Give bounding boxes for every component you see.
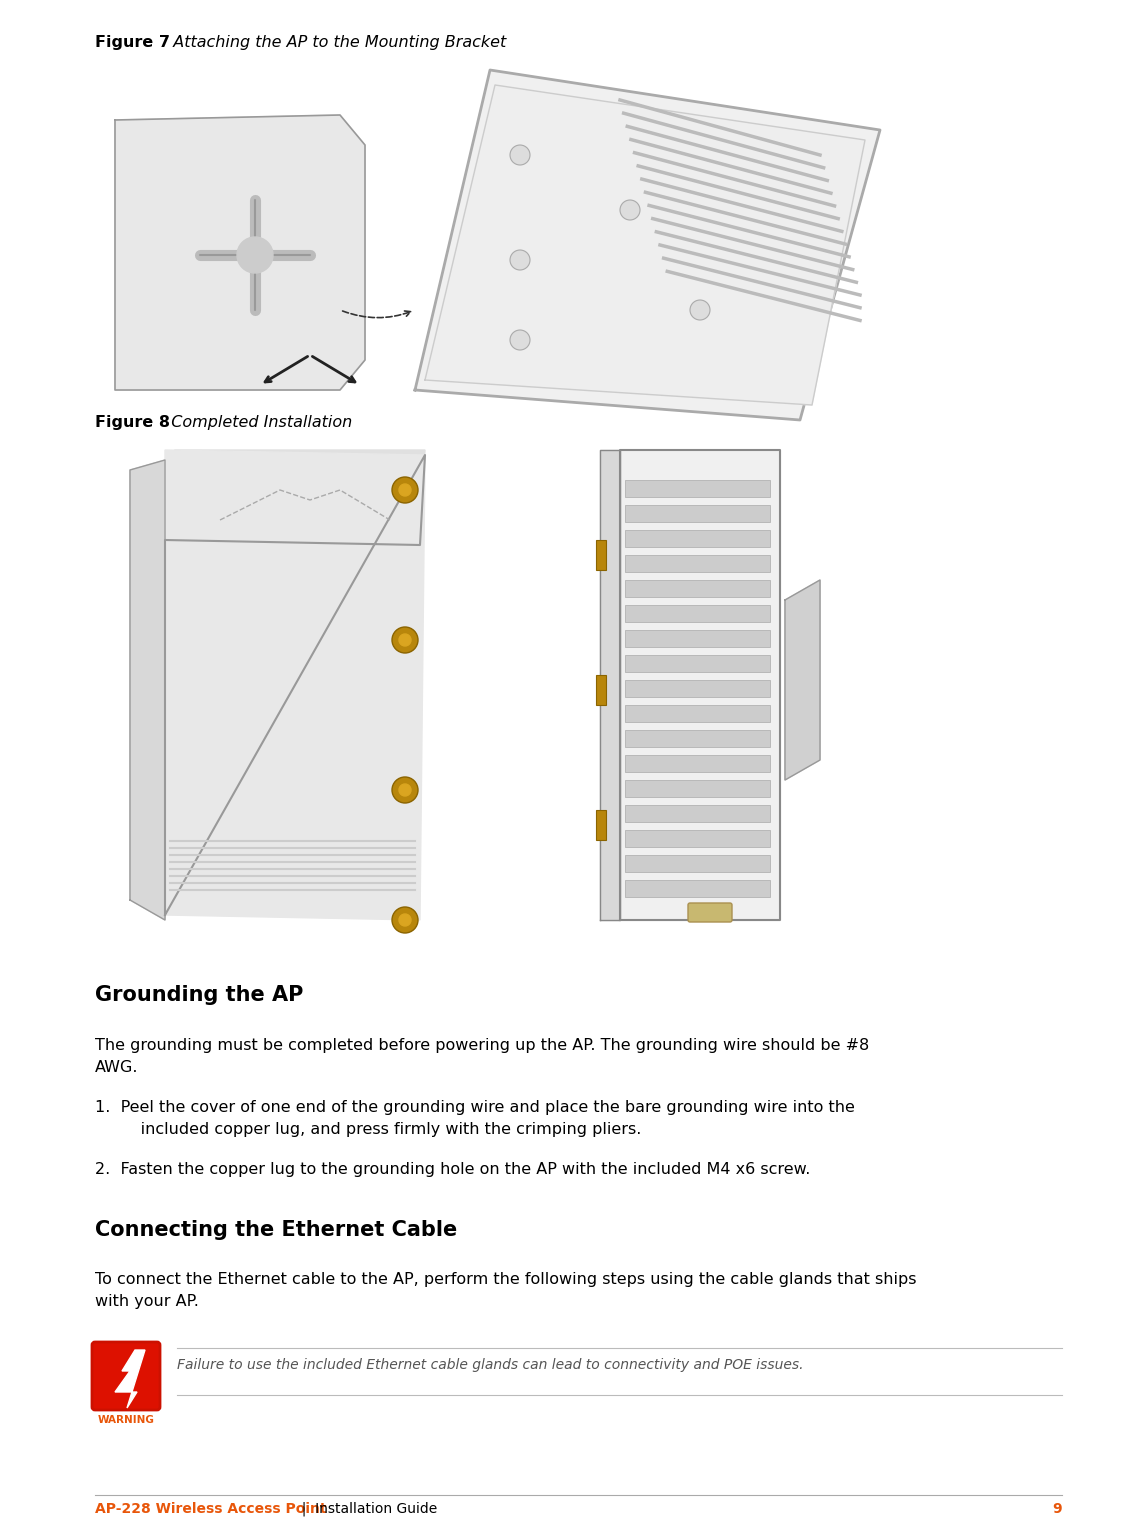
Text: AP-228 Wireless Access Point: AP-228 Wireless Access Point [95,1502,326,1515]
Bar [625,581,770,597]
Bar [625,830,770,847]
Text: Completed Installation: Completed Installation [161,415,352,430]
Text: with your AP.: with your AP. [95,1294,199,1309]
Text: Figure 8: Figure 8 [95,415,170,430]
Circle shape [398,784,411,796]
FancyBboxPatch shape [92,1342,160,1411]
Text: The grounding must be completed before powering up the AP. The grounding wire sh: The grounding must be completed before p… [95,1038,869,1053]
Text: Failure to use the included Ethernet cable glands can lead to connectivity and P: Failure to use the included Ethernet cab… [177,1357,804,1373]
Bar [625,679,770,698]
Bar [625,655,770,672]
Circle shape [691,299,710,321]
Text: |  Installation Guide: | Installation Guide [293,1502,437,1517]
Polygon shape [620,450,780,920]
Polygon shape [165,450,424,546]
Circle shape [620,201,640,220]
Text: WARNING: WARNING [97,1415,154,1426]
Polygon shape [424,85,865,404]
Polygon shape [165,450,424,920]
Circle shape [392,626,418,654]
Bar [597,540,606,570]
Circle shape [237,237,273,274]
Circle shape [511,330,530,350]
Bar [597,675,606,705]
Bar [625,880,770,897]
Polygon shape [115,1350,145,1408]
Polygon shape [165,454,424,915]
Bar [625,730,770,746]
Bar [625,705,770,722]
Circle shape [511,144,530,166]
Text: Attaching the AP to the Mounting Bracket: Attaching the AP to the Mounting Bracket [163,35,506,50]
Text: 9: 9 [1053,1502,1062,1515]
Text: 2.  Fasten the copper lug to the grounding hole on the AP with the included M4 x: 2. Fasten the copper lug to the groundin… [95,1161,811,1176]
Text: Grounding the AP: Grounding the AP [95,985,303,1005]
Polygon shape [600,450,620,920]
Polygon shape [130,461,165,920]
Bar [115,55,880,400]
Circle shape [511,249,530,271]
Bar [625,806,770,822]
Circle shape [392,477,418,503]
Circle shape [392,777,418,803]
Bar [625,505,770,521]
Polygon shape [784,581,820,780]
Bar [625,629,770,648]
Text: AWG.: AWG. [95,1059,138,1075]
Text: Figure 7: Figure 7 [95,35,170,50]
Circle shape [398,634,411,646]
Bar [625,530,770,547]
Bar [625,605,770,622]
Bar [625,854,770,872]
Circle shape [392,907,418,933]
Circle shape [398,483,411,496]
Bar [625,555,770,572]
Bar [625,755,770,772]
Polygon shape [115,116,365,391]
Bar [625,780,770,796]
Circle shape [398,914,411,926]
FancyBboxPatch shape [688,903,732,923]
Bar [625,480,770,497]
Bar [597,810,606,841]
Text: Connecting the Ethernet Cable: Connecting the Ethernet Cable [95,1221,457,1240]
Text: 1.  Peel the cover of one end of the grounding wire and place the bare grounding: 1. Peel the cover of one end of the grou… [95,1100,855,1116]
Text: To connect the Ethernet cable to the AP, perform the following steps using the c: To connect the Ethernet cable to the AP,… [95,1272,917,1287]
Text: included copper lug, and press firmly with the crimping pliers.: included copper lug, and press firmly wi… [115,1122,642,1137]
Polygon shape [415,70,880,420]
